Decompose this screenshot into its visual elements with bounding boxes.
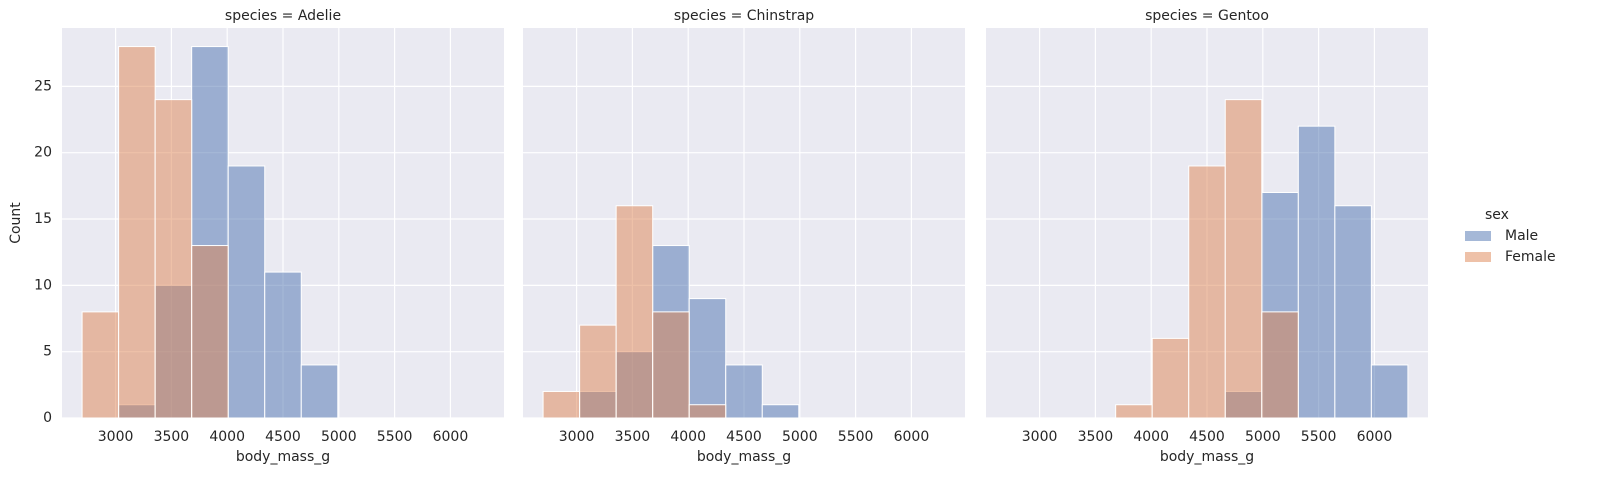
x-axis-label: body_mass_g [236,449,330,465]
panel-title: species = Adelie [225,8,341,24]
histogram-bar [688,404,727,419]
x-tick-label: 6000 [894,429,930,445]
x-tick-label: 3000 [1022,429,1058,445]
histogram-bar [191,245,229,419]
histogram-bar [1115,404,1153,419]
histogram-bar [1151,337,1190,419]
x-axis-label: body_mass_g [1160,449,1254,465]
histogram-bar [761,404,800,419]
legend-title: sex [1485,207,1509,223]
histogram-bar [1334,205,1372,419]
histogram-bar [1224,99,1263,419]
panel-title: species = Chinstrap [674,8,814,24]
y-tick-label: 15 [34,211,52,227]
x-tick-label: 4500 [1189,429,1225,445]
x-tick-label: 5500 [377,429,413,445]
x-tick-label: 3500 [615,429,651,445]
histogram-bar [1261,311,1299,419]
histogram-bar [1297,125,1336,419]
histogram-bar [227,165,266,419]
legend-label: Female [1505,249,1556,265]
x-tick-label: 3500 [1078,429,1114,445]
histogram-bar [81,311,120,419]
x-tick-label: 4000 [1133,429,1169,445]
x-tick-label: 4500 [726,429,762,445]
x-tick-label: 4000 [670,429,706,445]
x-tick-label: 5000 [1245,429,1281,445]
y-tick-label: 20 [34,145,52,161]
y-tick-label: 25 [34,78,52,94]
histogram-bar [154,99,193,419]
histogram-bar [264,271,302,419]
x-tick-label: 6000 [1357,429,1393,445]
y-tick-label: 10 [34,277,52,293]
x-tick-label: 5000 [782,429,818,445]
histogram-bar [1188,165,1226,419]
histogram-bar [542,390,581,419]
histogram-bar [688,298,727,419]
x-tick-label: 3000 [98,429,134,445]
histogram-bar [300,364,339,419]
x-tick-label: 4500 [265,429,301,445]
y-tick-label: 5 [43,344,52,360]
histogram-bar [652,311,690,419]
legend-swatch [1465,252,1491,262]
x-axis-label: body_mass_g [697,449,791,465]
x-tick-label: 4000 [209,429,245,445]
x-tick-label: 3000 [559,429,595,445]
histogram-bar [615,205,654,419]
x-tick-label: 5500 [1301,429,1337,445]
x-tick-label: 5500 [838,429,874,445]
x-tick-label: 5000 [321,429,357,445]
legend-label: Male [1505,228,1538,244]
x-tick-label: 6000 [433,429,469,445]
panel-title: species = Gentoo [1145,8,1269,24]
histogram-bar [1370,364,1409,419]
x-tick-label: 3500 [154,429,190,445]
y-tick-label: 0 [43,410,52,426]
y-axis-label: Count [8,202,24,244]
histogram-bar [725,364,763,419]
legend-swatch [1465,231,1491,241]
histogram-bar [579,324,617,419]
histogram-bar [118,46,156,419]
